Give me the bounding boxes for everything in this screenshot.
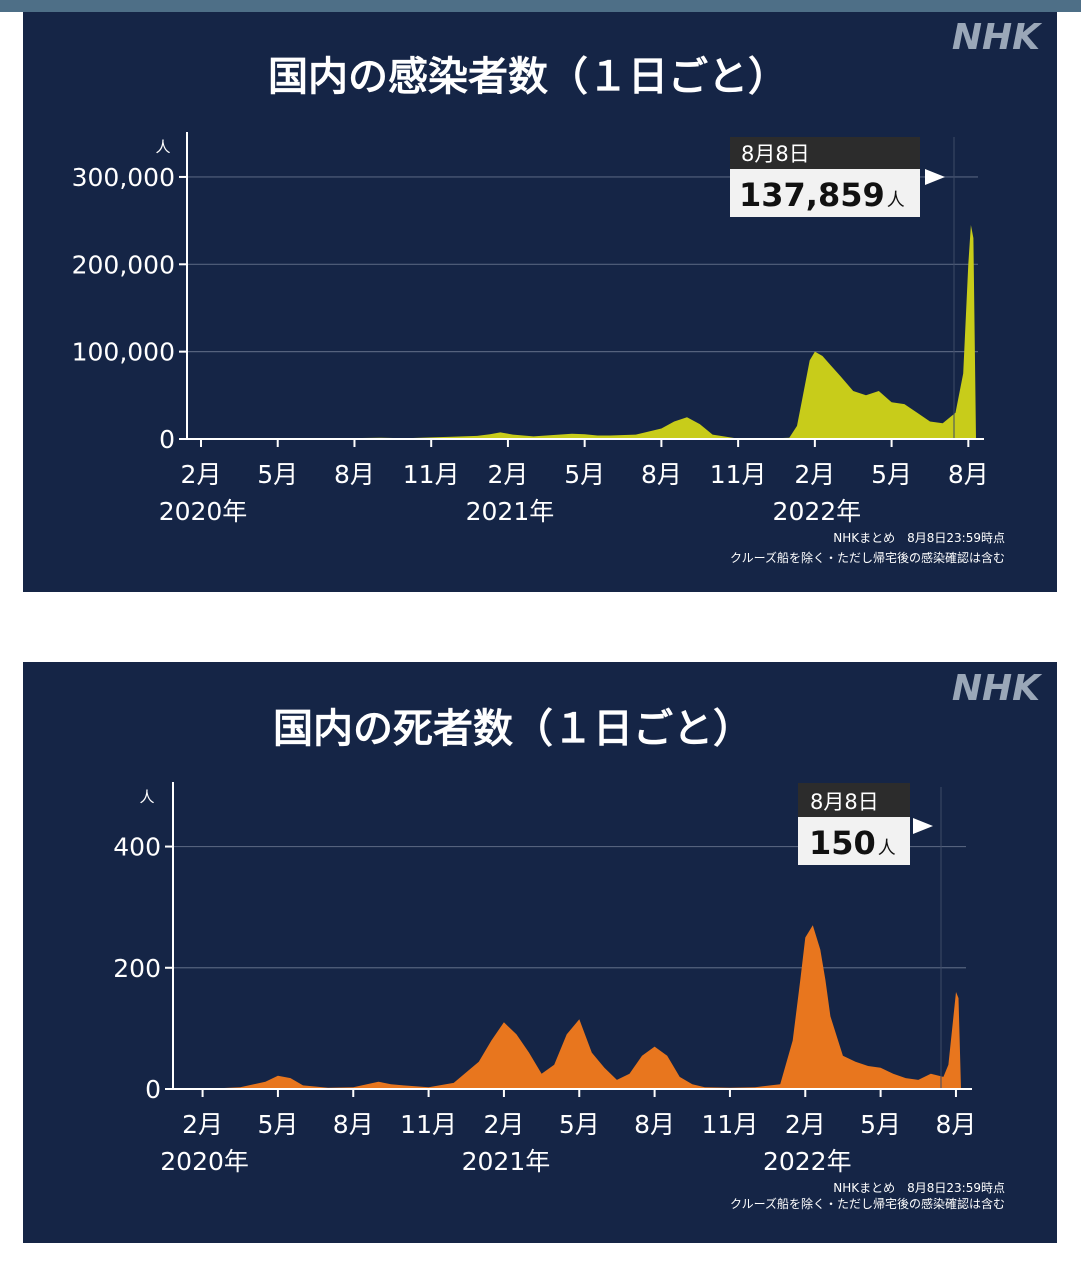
- x-tick-label: 2月: [182, 1110, 223, 1139]
- year-label: 2021年: [466, 497, 555, 526]
- x-tick-label: 8月: [641, 460, 682, 489]
- x-tick-label: 8月: [334, 460, 375, 489]
- callout-arrow-icon: [925, 169, 945, 185]
- callout-date-box: [798, 783, 910, 817]
- scope-note: クルーズ船を除く・ただし帰宅後の感染確認は含む: [730, 550, 1005, 565]
- year-label: 2022年: [773, 497, 862, 526]
- source-note: NHKまとめ 8月8日23:59時点: [833, 531, 1005, 545]
- chart-title: 国内の死者数（１日ごと）: [273, 706, 753, 752]
- callout-value-text: 137,859 人: [739, 176, 905, 214]
- year-label: 2021年: [462, 1147, 551, 1176]
- x-tick-label: 2月: [181, 460, 222, 489]
- callout-date: 8月8日: [741, 142, 810, 166]
- x-tick-label: 5月: [559, 1110, 600, 1139]
- x-tick-label: 11月: [710, 460, 767, 489]
- x-tick-label: 8月: [634, 1110, 675, 1139]
- x-tick-label: 2月: [483, 1110, 524, 1139]
- callout-arrow-icon: [913, 818, 933, 834]
- x-tick-label: 5月: [257, 460, 298, 489]
- x-tick-label: 2月: [785, 1110, 826, 1139]
- callout-value-box: [798, 817, 910, 865]
- callout-unit: 人: [887, 190, 905, 211]
- y-tick-label: 300,000: [72, 163, 175, 192]
- year-label: 2020年: [159, 497, 248, 526]
- callout-value-box: [730, 169, 920, 217]
- infections-chart: NHK 国内の感染者数（１日ごと） 人 0 100,000 200,000 300,0…: [72, 17, 1043, 565]
- x-tick-label: 11月: [400, 1110, 457, 1139]
- callout-value-text: 150 人: [809, 824, 896, 862]
- x-tick-label: 2月: [794, 460, 835, 489]
- scope-note: クルーズ船を除く・ただし帰宅後の感染確認は含む: [730, 1196, 1005, 1211]
- data-area: [202, 925, 964, 1089]
- y-unit-label: 人: [155, 138, 170, 156]
- x-tick-label: 8月: [936, 1110, 977, 1139]
- callout-date-box: [730, 137, 920, 169]
- y-tick-label: 400: [113, 833, 161, 862]
- top-bar: [0, 0, 1081, 12]
- nhk-logo: NHK: [952, 17, 1043, 58]
- x-tick-label: 5月: [564, 460, 605, 489]
- data-area: [201, 225, 976, 439]
- year-label: 2020年: [160, 1147, 249, 1176]
- y-tick-label: 0: [159, 425, 175, 454]
- x-tick-label: 8月: [333, 1110, 374, 1139]
- year-label: 2022年: [763, 1147, 852, 1176]
- chart-title: 国内の感染者数（１日ごと）: [268, 54, 788, 100]
- x-tick-label: 11月: [702, 1110, 759, 1139]
- infections-chart-panel: NHK 国内の感染者数（１日ごと） 人 0 100,000 200,000 300,0…: [23, 12, 1057, 592]
- x-tick-label: 11月: [403, 460, 460, 489]
- x-tick-label: 2月: [487, 460, 528, 489]
- x-tick-label: 5月: [871, 460, 912, 489]
- x-tick-label: 5月: [860, 1110, 901, 1139]
- x-tick-label: 8月: [948, 460, 989, 489]
- y-tick-label: 0: [145, 1075, 161, 1104]
- deaths-chart: NHK 国内の死者数（１日ごと） 人 0 200 400 2月 5月 8月 11月 2月 5月…: [113, 668, 1043, 1211]
- callout-value: 150: [809, 824, 876, 862]
- callout-unit: 人: [878, 838, 896, 859]
- y-tick-label: 100,000: [72, 338, 175, 367]
- x-tick-label: 5月: [257, 1110, 298, 1139]
- callout-date: 8月8日: [810, 790, 879, 814]
- source-note: NHKまとめ 8月8日23:59時点: [833, 1181, 1005, 1195]
- y-unit-label: 人: [139, 788, 154, 806]
- callout-value: 137,859: [739, 176, 885, 214]
- y-tick-label: 200,000: [72, 250, 175, 279]
- nhk-logo: NHK: [952, 668, 1043, 709]
- y-tick-label: 200: [113, 954, 161, 983]
- deaths-chart-panel: NHK 国内の死者数（１日ごと） 人 0 200 400 2月 5月 8月 11月 2月 5月…: [23, 662, 1057, 1243]
